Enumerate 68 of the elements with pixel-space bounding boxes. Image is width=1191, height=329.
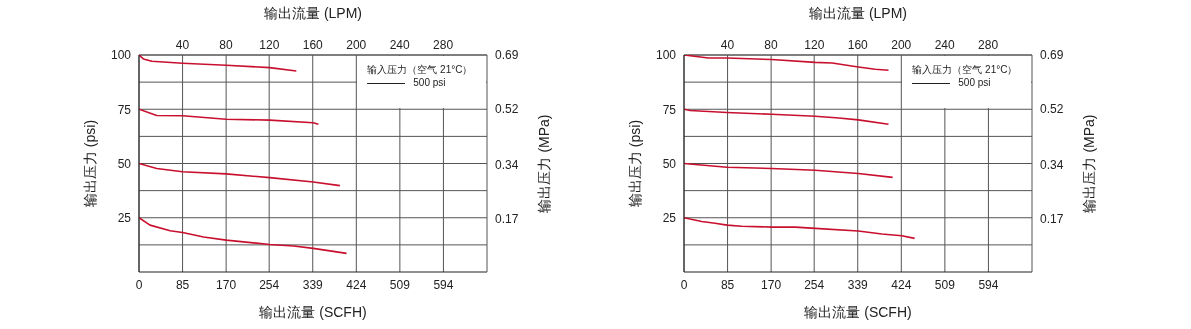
y-tick-label: 25 [662, 211, 677, 226]
y-tick-label: 100 [110, 48, 132, 63]
x-tick-label: 170 [761, 277, 782, 292]
x2-tick-label: 280 [978, 38, 999, 52]
legend-panel: 输入压力（空气 21°C） 500 psi [357, 56, 486, 109]
x2-tick-label: 240 [934, 38, 956, 52]
x-tick-label: 85 [175, 277, 190, 292]
x2-tick-label: 200 [891, 38, 912, 52]
y-tick-label: 100 [655, 48, 677, 63]
y2-tick-label: 0.17 [495, 211, 519, 226]
y2-tick-label: 0.34 [1040, 158, 1064, 173]
y2-tick-label: 0.69 [1040, 48, 1064, 63]
y-tick-label: 50 [117, 156, 132, 171]
line-series [684, 108, 890, 126]
line-series [684, 162, 894, 179]
y-tick-label: 25 [117, 211, 132, 226]
x-tick-label: 0 [135, 277, 143, 292]
x2-axis-title: 输出流量 (LPM) [809, 5, 907, 21]
line-series [139, 162, 341, 187]
annotation: 输入压力（空气 21°C） [367, 64, 474, 76]
y2-axis-title: 输出压力 (MPa) [1081, 114, 1097, 213]
y2-tick-label: 0.17 [1040, 211, 1064, 226]
x-tick-label: 254 [259, 277, 280, 292]
line-series [139, 55, 298, 72]
x-tick-label: 509 [389, 277, 411, 292]
x2-tick-label: 120 [804, 38, 825, 52]
x2-tick-label: 240 [389, 38, 411, 52]
x2-tick-label: 200 [346, 38, 367, 52]
y2-axis-title: 输出压力 (MPa) [536, 114, 552, 213]
annotation: 500 psi [958, 77, 991, 89]
x2-tick-label: 160 [847, 38, 869, 52]
line-series [139, 216, 348, 255]
line-series [684, 55, 890, 71]
x2-tick-label: 80 [219, 38, 233, 52]
legend-panel: 输入压力（空气 21°C） 500 psi [902, 56, 1031, 109]
y-tick-label: 75 [662, 102, 677, 117]
x-tick-label: 339 [302, 277, 324, 292]
annotation: 输入压力（空气 21°C） [912, 64, 1019, 76]
x-tick-label: 254 [804, 277, 825, 292]
x2-tick-label: 40 [175, 38, 190, 52]
x-tick-label: 594 [433, 277, 454, 292]
x-tick-label: 594 [978, 277, 999, 292]
x-tick-label: 339 [847, 277, 869, 292]
x2-tick-label: 120 [259, 38, 280, 52]
x-tick-label: 0 [680, 277, 688, 292]
x-tick-label: 424 [346, 277, 367, 292]
x2-tick-label: 160 [302, 38, 324, 52]
x2-axis-title: 输出流量 (LPM) [264, 5, 362, 21]
annotation: 500 psi [413, 77, 446, 89]
y2-tick-label: 0.52 [1040, 101, 1064, 116]
line-series [684, 216, 916, 240]
x-tick-label: 509 [934, 277, 956, 292]
y-axis-title: 输出压力 (psi) [82, 119, 98, 208]
x-axis-title: 输出流量 (SCFH) [804, 304, 912, 320]
x-tick-label: 424 [891, 277, 912, 292]
line-series [139, 108, 320, 126]
y2-tick-label: 0.34 [495, 158, 519, 173]
y-tick-label: 75 [117, 102, 132, 117]
y-axis-title: 输出压力 (psi) [627, 119, 643, 208]
x-axis-title: 输出流量 (SCFH) [259, 304, 367, 320]
x2-tick-label: 80 [764, 38, 778, 52]
x2-tick-label: 280 [433, 38, 454, 52]
y-tick-label: 50 [662, 156, 677, 171]
x-tick-label: 170 [216, 277, 237, 292]
x-tick-label: 85 [720, 277, 735, 292]
x2-tick-label: 40 [720, 38, 735, 52]
y2-tick-label: 0.52 [495, 101, 519, 116]
y2-tick-label: 0.69 [495, 48, 519, 63]
